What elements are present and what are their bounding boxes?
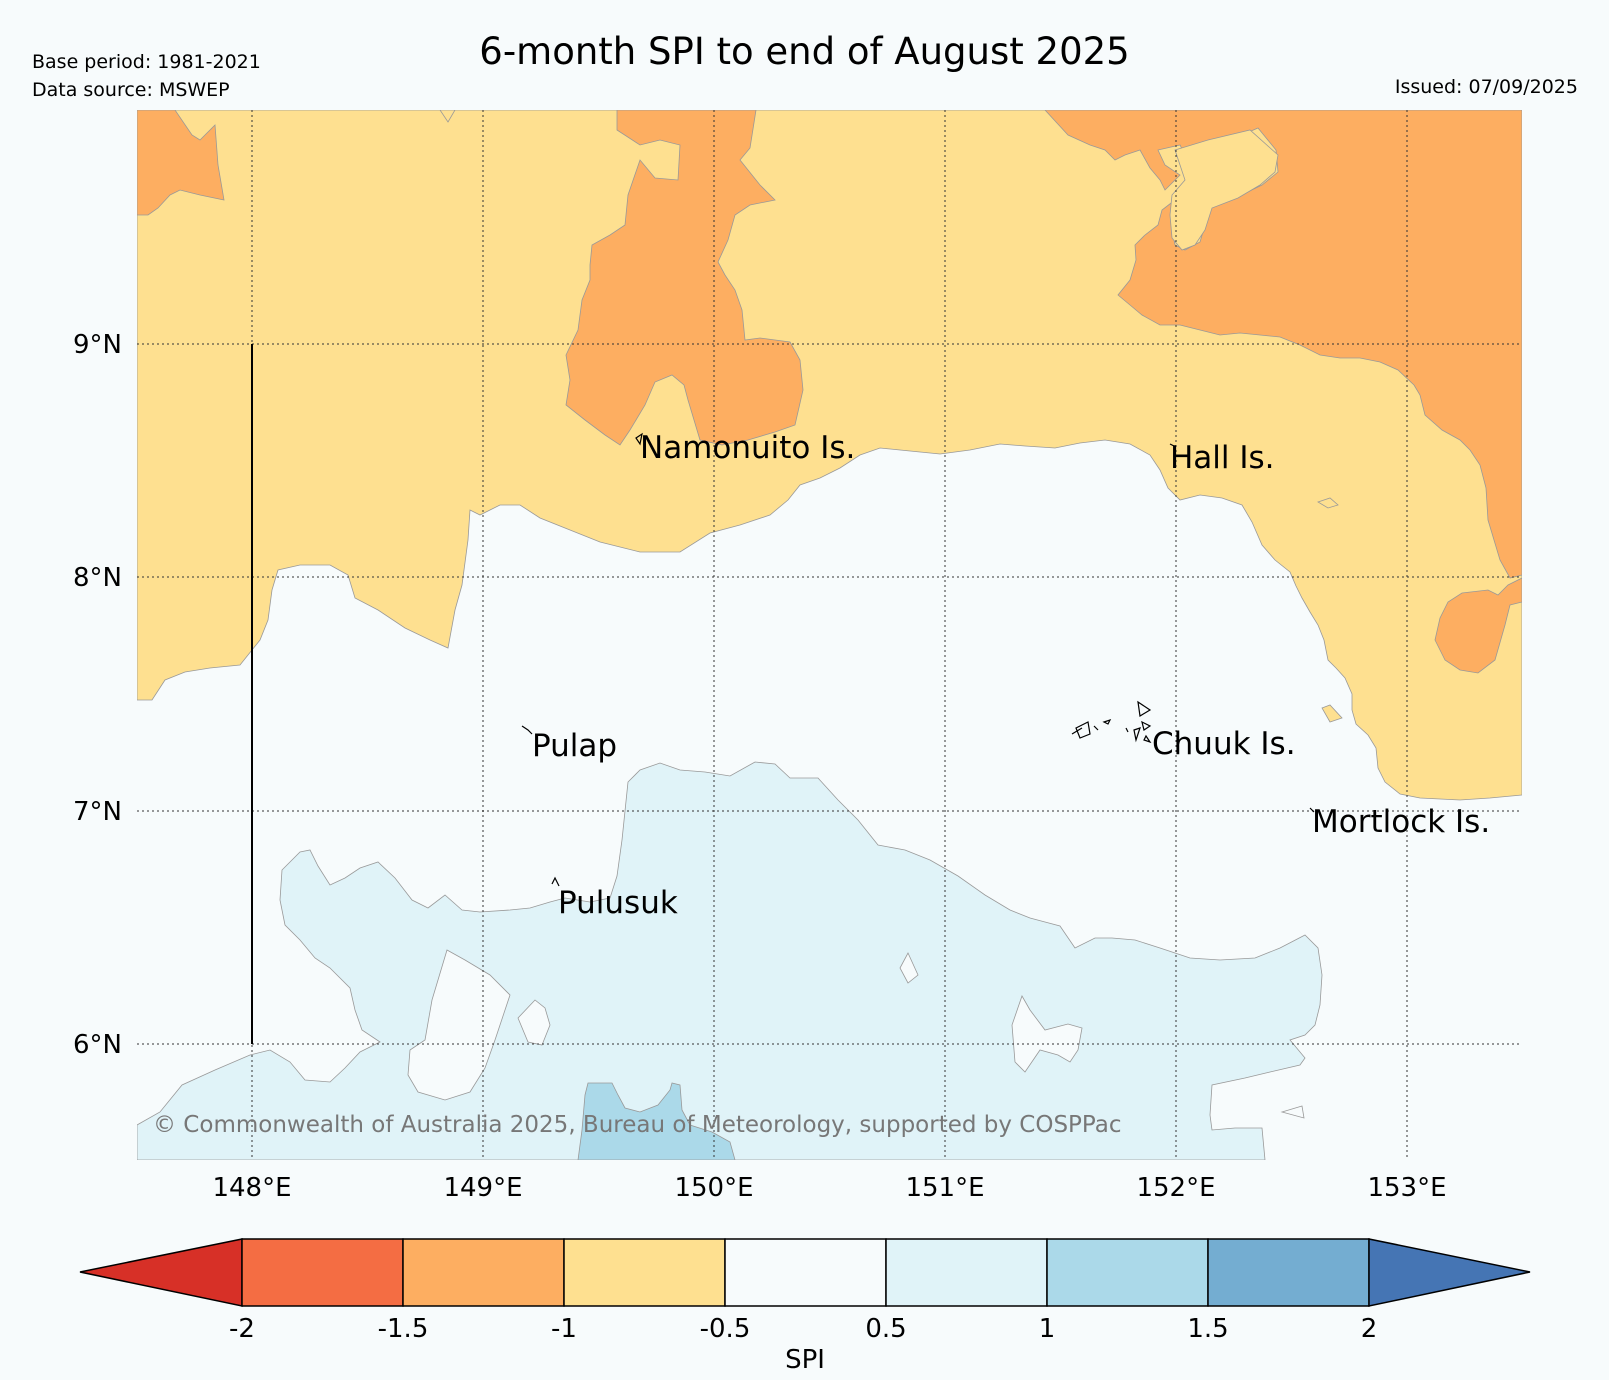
fill-hole-2 (517, 999, 551, 1046)
lon-label-152: 152°E (1136, 1173, 1215, 1203)
colorbar-tick-label: -0.5 (700, 1314, 751, 1344)
issued-date: Issued: 07/09/2025 (1394, 76, 1578, 98)
place-label-chuuk: Chuuk Is. (1152, 726, 1296, 762)
colorbar-segment-1 (241, 1238, 404, 1307)
lat-label-6: 6°N (73, 1030, 122, 1060)
lon-label-151: 151°E (905, 1173, 984, 1203)
island-chuuk-8 (1125, 727, 1129, 733)
island-pulusuk (551, 876, 560, 887)
fill-hole-4 (1011, 995, 1083, 1073)
colorbar-below-triangle (79, 1238, 243, 1307)
fill-dry-central (565, 110, 804, 446)
island-chuuk-1 (1137, 700, 1152, 717)
island-namonuito (635, 432, 643, 446)
place-label-namonuito: Namonuito Is. (640, 430, 855, 466)
fill-hole-3 (899, 952, 919, 984)
lon-label-148: 148°E (212, 1173, 291, 1203)
island-chuuk-3 (1133, 727, 1141, 743)
island-chuuk-4 (1075, 721, 1091, 739)
place-label-pulap: Pulap (532, 728, 617, 764)
fill-speck-2 (1321, 704, 1343, 723)
colorbar-segment-3 (563, 1238, 726, 1307)
copyright-notice: © Commonwealth of Australia 2025, Bureau… (153, 1112, 1122, 1138)
graticule (137, 110, 1522, 1160)
island-chuuk-6 (1102, 718, 1112, 725)
island-chuuk-7 (1093, 725, 1099, 731)
fill-hole-5 (1280, 1105, 1305, 1119)
lon-label-149: 149°E (443, 1173, 522, 1203)
lat-label-7: 7°N (73, 797, 122, 827)
colorbar-title: SPI (785, 1345, 825, 1375)
colorbar-segment-6 (1046, 1238, 1209, 1307)
lat-label-8: 8°N (73, 563, 122, 593)
place-label-hall: Hall Is. (1170, 440, 1275, 476)
base-period: Base period: 1981-2021 (32, 51, 261, 73)
colorbar-tick-label: 2 (1361, 1314, 1378, 1344)
fill-dry-ne-pocket (1169, 129, 1279, 251)
colorbar-tick-label: -2 (229, 1314, 255, 1344)
fill-dry-n (439, 110, 456, 123)
colorbar-tick-label: 1 (1039, 1314, 1056, 1344)
spi-contour-fills (137, 110, 1522, 1160)
island-pulap (521, 725, 533, 735)
fill-speck-1 (1317, 497, 1339, 509)
island-mortlock (1309, 807, 1315, 813)
lat-label-9: 9°N (73, 330, 122, 360)
island-chuuk-2 (1141, 720, 1152, 731)
fill-dry-ne (1044, 110, 1522, 579)
island-chuuk-9 (1143, 734, 1152, 744)
island-outlines (521, 432, 1315, 887)
colorbar: -2 -1.5 -1 -0.5 0.5 1 1.5 2 SPI (79, 1238, 1531, 1375)
lon-label-150: 150°E (674, 1173, 753, 1203)
island-hall (1169, 443, 1175, 447)
colorbar-segment-7 (1207, 1238, 1370, 1307)
place-label-pulusuk: Pulusuk (558, 885, 678, 921)
colorbar-tick-label: -1.5 (378, 1314, 429, 1344)
colorbar-segment-2 (402, 1238, 565, 1307)
data-source: Data source: MSWEP (32, 79, 230, 101)
colorbar-tick-label: 0.5 (865, 1314, 906, 1344)
colorbar-tick-label: -1 (551, 1314, 577, 1344)
colorbar-segment-5 (885, 1238, 1048, 1307)
fill-wet (577, 1082, 736, 1160)
colorbar-above-triangle (1368, 1238, 1531, 1307)
lon-label-153: 153°E (1367, 1173, 1446, 1203)
colorbar-tick-label: 1.5 (1187, 1314, 1228, 1344)
fill-hole-1 (407, 949, 511, 1101)
fill-dry-se (1434, 577, 1522, 674)
page-title: 6-month SPI to end of August 2025 (479, 30, 1130, 73)
island-chuuk-5 (1071, 727, 1083, 735)
header-info: Base period: 1981-2021 Data source: MSWE… (32, 48, 261, 104)
place-label-mortlock: Mortlock Is. (1312, 804, 1490, 840)
colorbar-segment-4 (724, 1238, 887, 1307)
fill-dry-nw (137, 110, 225, 216)
